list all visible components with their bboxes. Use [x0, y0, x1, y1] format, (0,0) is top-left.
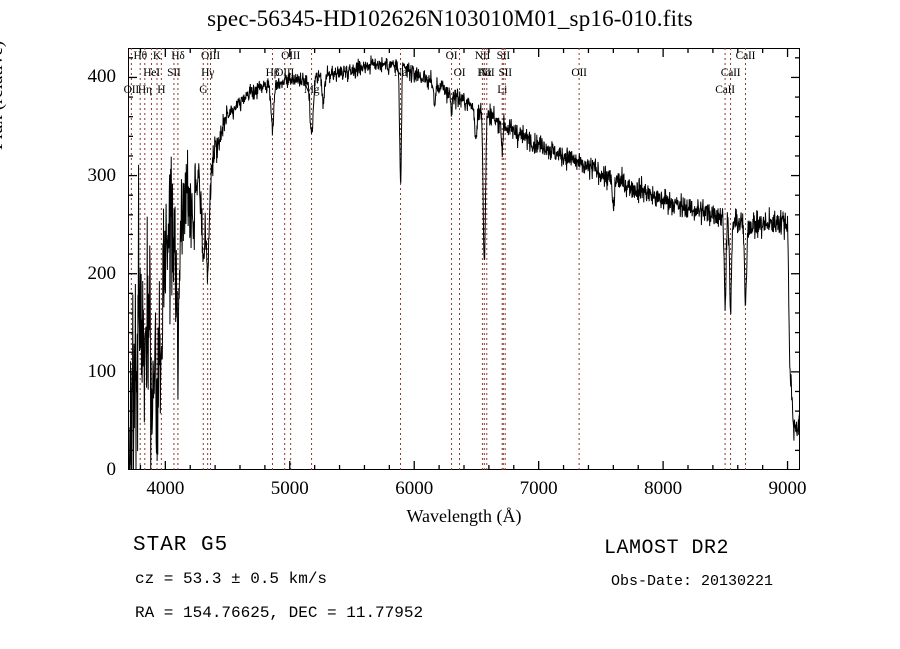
- spectral-line-label: NII: [479, 67, 495, 79]
- y-tick-label: 200: [87, 262, 117, 284]
- spectral-line-label: Hγ: [201, 67, 215, 79]
- spectral-line-label: Hθ: [133, 50, 147, 62]
- coordinates: RA = 154.76625, DEC = 11.77952: [135, 604, 424, 622]
- object-class: STAR G5: [133, 534, 229, 557]
- x-tick-label: 9000: [768, 478, 807, 499]
- spectrum-canvas: [128, 48, 800, 470]
- spectral-line-label: H: [157, 84, 166, 96]
- survey-name: LAMOST DR2: [604, 537, 730, 560]
- spectral-line-label: NII: [474, 50, 491, 62]
- spectral-line-label: SII: [496, 50, 511, 62]
- spectral-line-label: OIII: [201, 50, 220, 62]
- y-tick-label: 0: [106, 459, 117, 480]
- spectral-line-label: Li: [497, 84, 508, 96]
- spectral-line-label: Hη: [137, 84, 152, 96]
- spectral-line-label: CaII: [735, 50, 756, 62]
- spectral-line-label: OII: [123, 84, 140, 96]
- radial-velocity: cz = 53.3 ± 0.5 km/s: [135, 570, 328, 588]
- y-axis-label: Flux (relative): [0, 40, 7, 150]
- page-title: spec-56345-HD102626N103010M01_sp16-010.f…: [207, 6, 693, 31]
- x-tick-label: 4000: [146, 478, 185, 499]
- spectral-line-label: CaII: [715, 84, 735, 96]
- spectral-line-label: Na: [394, 67, 408, 79]
- spectral-line-label: Mg: [303, 84, 320, 96]
- y-tick-label: 400: [87, 66, 117, 88]
- spectral-line-label: OII: [571, 67, 587, 79]
- spectral-line-label: Hδ: [171, 50, 185, 62]
- x-tick-label: 5000: [270, 478, 309, 499]
- spectral-line-label: Hα: [477, 67, 492, 79]
- spectral-line-label: Hβ: [265, 67, 280, 79]
- spectral-line-label: CaII: [720, 67, 741, 79]
- plot-frame: [128, 48, 800, 470]
- spectrum-trace: [128, 55, 800, 470]
- plot-area: [128, 48, 800, 470]
- spectral-line-label: HeI: [143, 67, 160, 79]
- x-tick-label: 8000: [644, 478, 683, 499]
- spectral-line-label: OIII: [281, 50, 301, 62]
- x-axis-label: Wavelength (Å): [406, 506, 522, 526]
- spectral-line-label: K: [152, 50, 162, 62]
- observation-date: Obs-Date: 20130221: [611, 573, 774, 590]
- spectral-line-label: OIII: [275, 67, 295, 79]
- x-tick-label: 7000: [519, 478, 558, 499]
- spectral-line-label: SII: [167, 67, 181, 79]
- spectral-line-label: SII: [498, 67, 512, 79]
- spectral-line-label: OI: [445, 50, 458, 62]
- spectral-line-label: G: [199, 84, 208, 96]
- spectral-line-label: OI: [453, 67, 466, 79]
- y-tick-label: 100: [87, 360, 117, 382]
- x-tick-label: 6000: [395, 478, 434, 499]
- y-tick-label: 300: [87, 164, 117, 186]
